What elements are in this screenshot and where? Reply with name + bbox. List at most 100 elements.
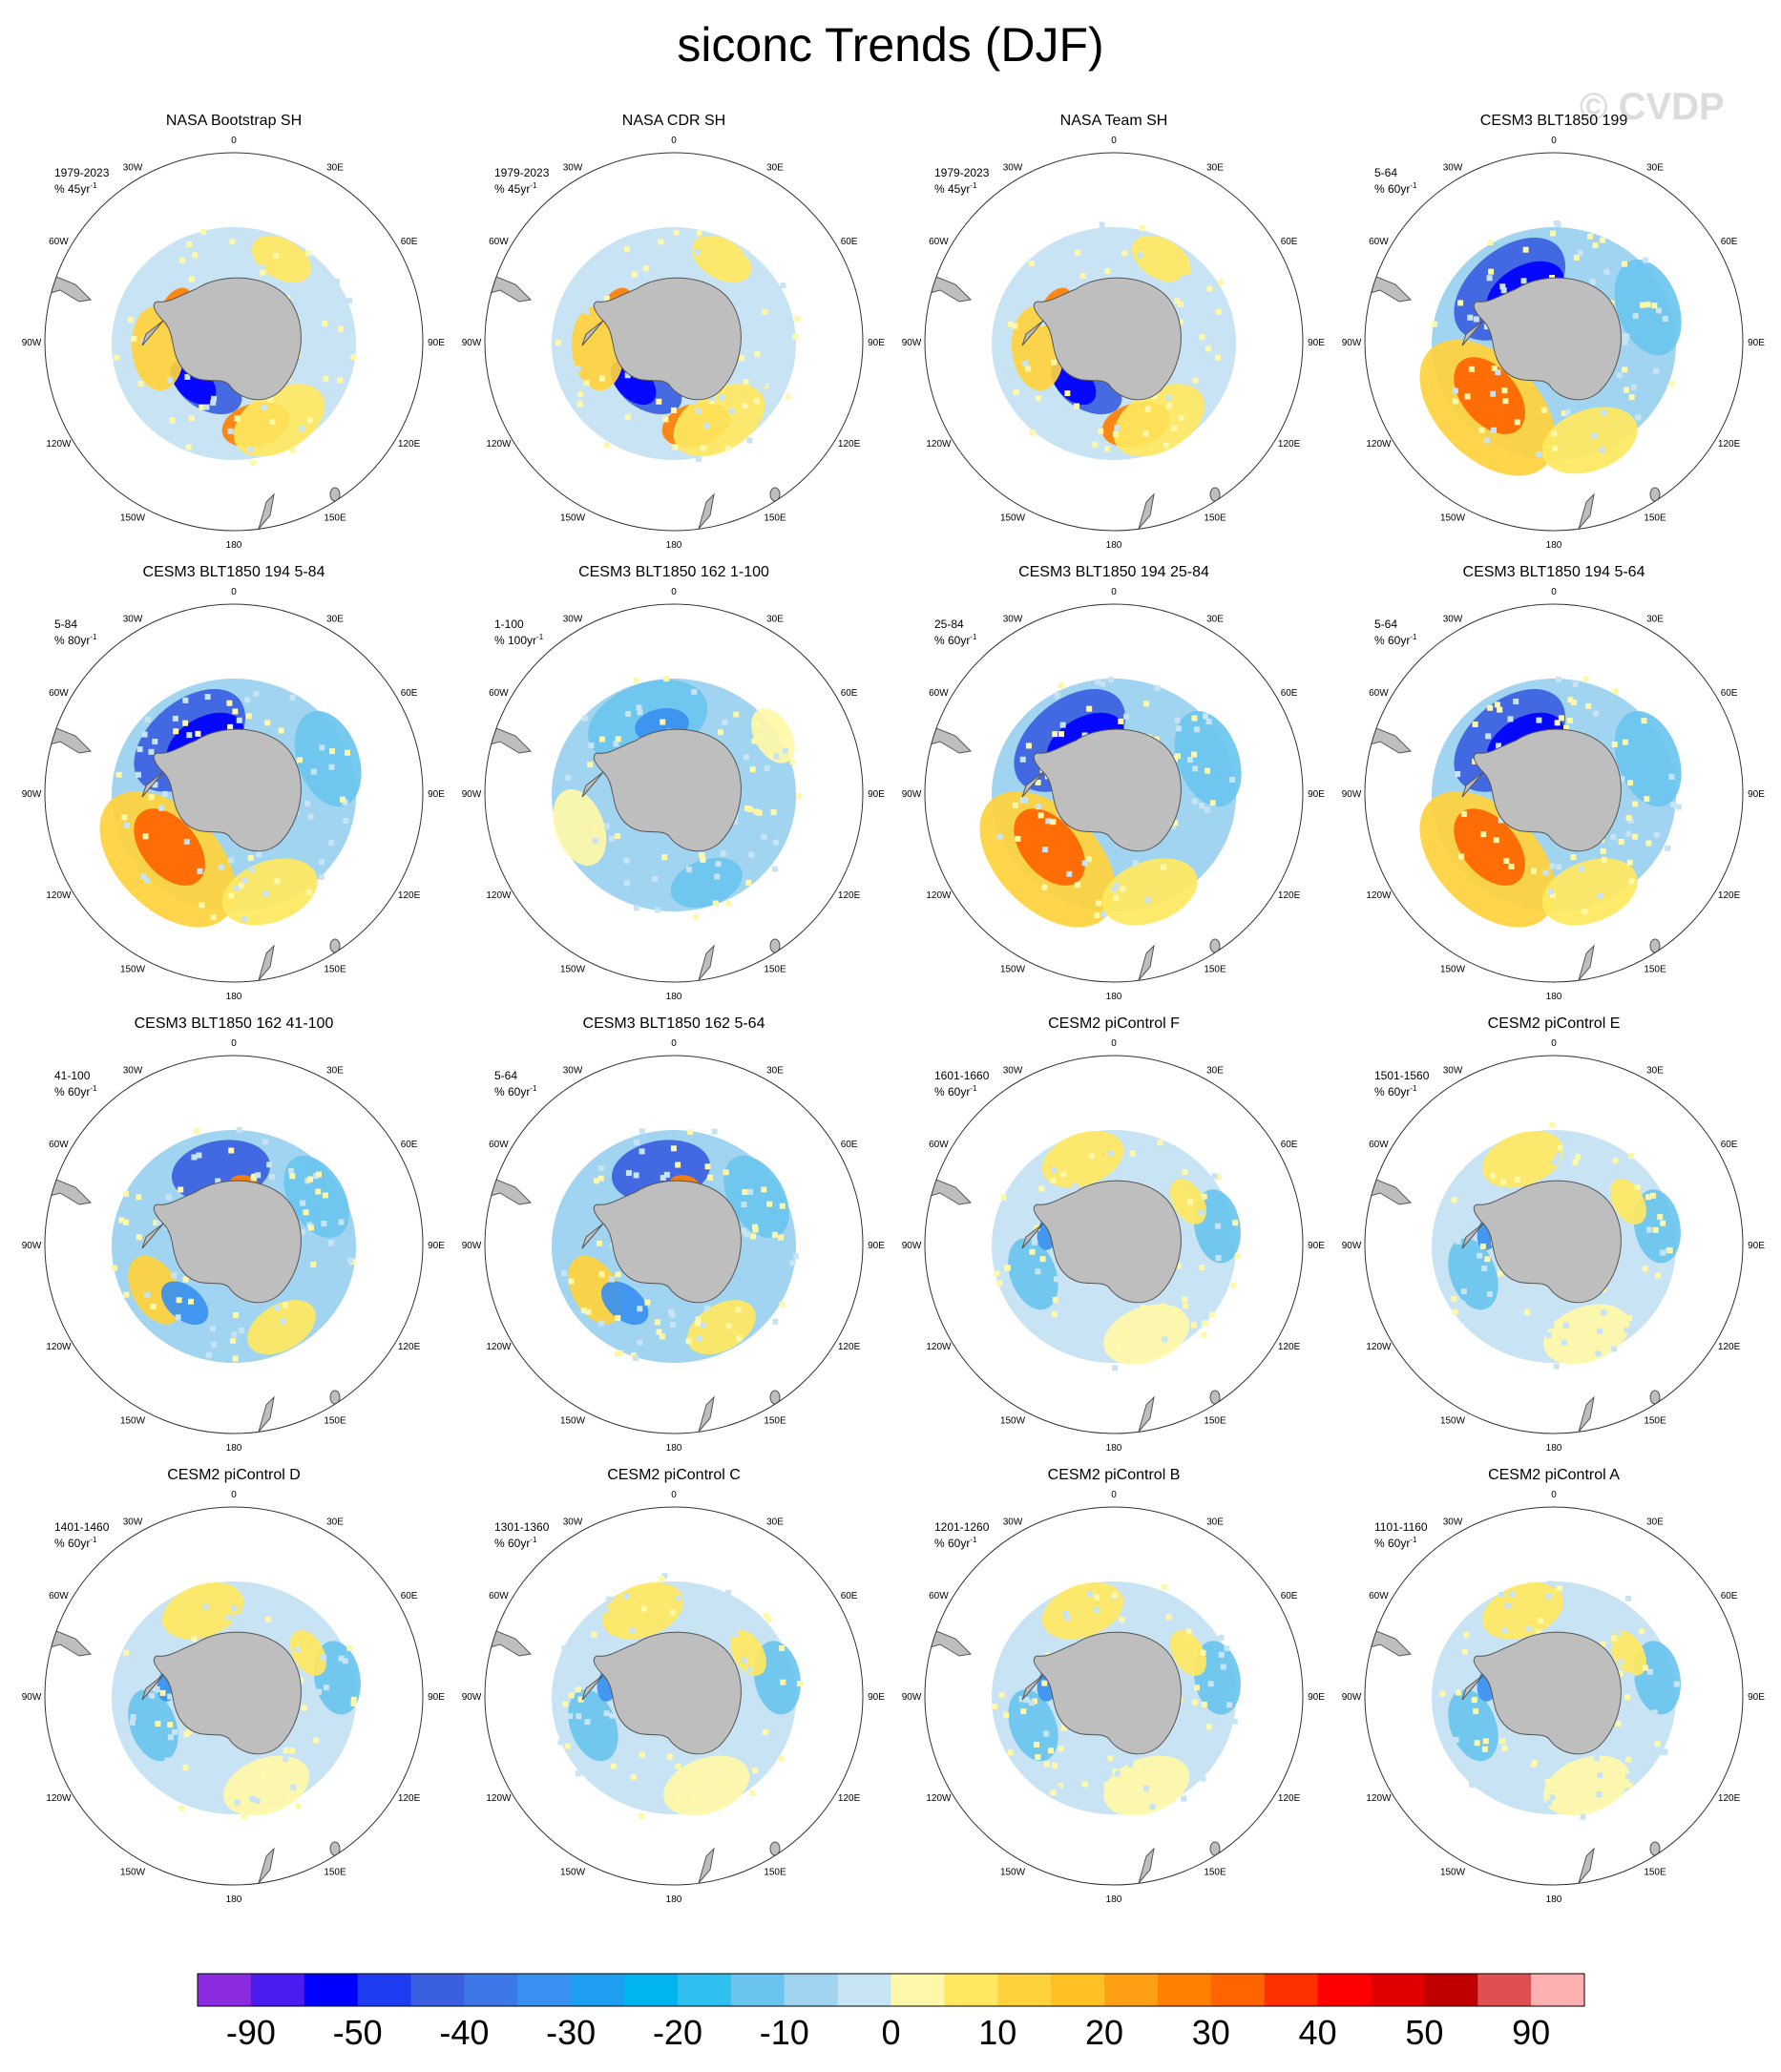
- longitude-label: 60E: [841, 237, 858, 247]
- trend-cell: [1202, 1320, 1208, 1327]
- trend-cell: [1006, 1653, 1013, 1660]
- trend-cell: [1556, 864, 1562, 870]
- longitude-label: 30E: [1646, 162, 1664, 173]
- trend-region: [553, 788, 607, 866]
- trend-cell: [1500, 287, 1507, 294]
- antarctica-landmass: [593, 1631, 742, 1755]
- trend-cell: [598, 1320, 605, 1327]
- colorbar-tick-label: -90: [226, 2013, 276, 2052]
- longitude-label: 120W: [926, 1342, 952, 1352]
- antarctica-landmass: [153, 277, 302, 401]
- longitude-label: 60W: [929, 1591, 949, 1601]
- trend-cell: [725, 901, 732, 908]
- trend-cell: [1174, 1309, 1181, 1316]
- trend-cell: [1600, 1642, 1606, 1648]
- trend-cell: [1165, 1614, 1172, 1621]
- trend-cell: [204, 694, 211, 701]
- trend-cell: [1486, 1772, 1493, 1779]
- trend-cell: [259, 264, 265, 271]
- trend-cell: [1456, 1689, 1462, 1696]
- trend-cell: [1676, 804, 1683, 810]
- trend-cell: [246, 1599, 253, 1605]
- trend-cell: [687, 1129, 694, 1136]
- trend-cell: [623, 1593, 630, 1600]
- trend-cell: [1121, 1334, 1127, 1341]
- trend-cell: [227, 428, 234, 434]
- trend-cell: [1062, 1610, 1069, 1617]
- longitude-label: 120W: [46, 890, 72, 901]
- panel-title: CESM3 BLT1850 194 5-64: [1462, 564, 1645, 580]
- trend-cell: [1538, 1617, 1544, 1623]
- trend-cell: [598, 375, 605, 382]
- trend-cell: [173, 728, 179, 735]
- trend-cell: [632, 1355, 639, 1362]
- trend-cell: [1048, 1748, 1055, 1754]
- trend-cell: [1101, 910, 1108, 917]
- trend-cell: [752, 1224, 759, 1230]
- trend-cell: [186, 241, 193, 247]
- longitude-label: 120E: [398, 439, 421, 450]
- trend-cell: [625, 1170, 632, 1177]
- trend-cell: [1490, 1172, 1497, 1179]
- colorbar-swatch: [517, 1974, 572, 2006]
- trend-cell: [1161, 864, 1167, 870]
- trend-cell: [1035, 1268, 1041, 1275]
- longitude-label: 120W: [486, 890, 512, 901]
- trend-cell: [1615, 1630, 1622, 1637]
- trend-cell: [1003, 1712, 1010, 1719]
- trend-cell: [1567, 697, 1574, 703]
- trend-cell: [703, 1305, 710, 1311]
- trend-cell: [749, 766, 756, 773]
- trend-cell: [1619, 776, 1625, 783]
- colorbar-tick-label: -40: [439, 2013, 489, 2052]
- trend-cell: [1556, 1585, 1562, 1592]
- trend-cell: [1052, 731, 1058, 738]
- trend-cell: [1451, 1295, 1457, 1302]
- trend-cell: [725, 1323, 732, 1329]
- map-panel: 0 30E 60E 90E 120E 150E 180 150W 120W 90W 60W 30W CE…: [451, 564, 896, 1016]
- trend-cell: [350, 1701, 357, 1707]
- trend-cell: [260, 269, 266, 276]
- trend-cell: [1491, 427, 1498, 433]
- trend-region: [283, 1155, 349, 1239]
- trend-cell: [1466, 1221, 1473, 1227]
- trend-cell: [1116, 1344, 1122, 1350]
- trend-cell: [748, 851, 755, 858]
- trend-cell: [778, 1234, 785, 1241]
- trend-cell: [744, 1231, 750, 1238]
- trend-cell: [1170, 824, 1177, 830]
- longitude-label: 60E: [1721, 237, 1738, 247]
- trend-cell: [189, 415, 196, 422]
- trend-cell: [695, 1316, 702, 1323]
- longitude-label: 0: [231, 1490, 237, 1500]
- trend-cell: [227, 857, 234, 864]
- longitude-label: 30E: [766, 162, 784, 173]
- trend-cell: [597, 1779, 603, 1786]
- trend-cell: [1540, 407, 1547, 413]
- trend-cell: [150, 1304, 157, 1310]
- longitude-label: 90E: [428, 1241, 445, 1251]
- trend-cell: [1596, 1791, 1603, 1798]
- longitude-label: 180: [226, 1894, 242, 1905]
- trend-cell: [1490, 1339, 1497, 1346]
- trend-cell: [229, 239, 236, 245]
- trend-cell: [1025, 366, 1032, 372]
- polar-map: 0 30E 60E 90E 120E 150E 180 150W 120W 90W 60W 30W: [22, 1490, 446, 1905]
- longitude-label: 0: [1551, 136, 1557, 146]
- trend-cell: [696, 1335, 702, 1342]
- trend-cell: [1467, 314, 1474, 321]
- trend-cell: [175, 1314, 181, 1321]
- trend-region: [1541, 858, 1638, 926]
- trend-cell: [225, 258, 232, 264]
- trend-cell: [583, 380, 590, 387]
- trend-cell: [250, 460, 257, 467]
- trend-cell: [1234, 1252, 1241, 1259]
- trend-cell: [1205, 345, 1211, 352]
- colorbar-swatch: [784, 1974, 839, 2006]
- trend-cell: [1136, 1588, 1142, 1595]
- trend-cell: [1662, 315, 1668, 322]
- colorbar-tick-label: -20: [653, 2013, 702, 2052]
- longitude-label: 120E: [838, 1342, 861, 1352]
- colorbar-tick-label: 10: [978, 2013, 1016, 2052]
- longitude-label: 180: [1106, 1443, 1122, 1454]
